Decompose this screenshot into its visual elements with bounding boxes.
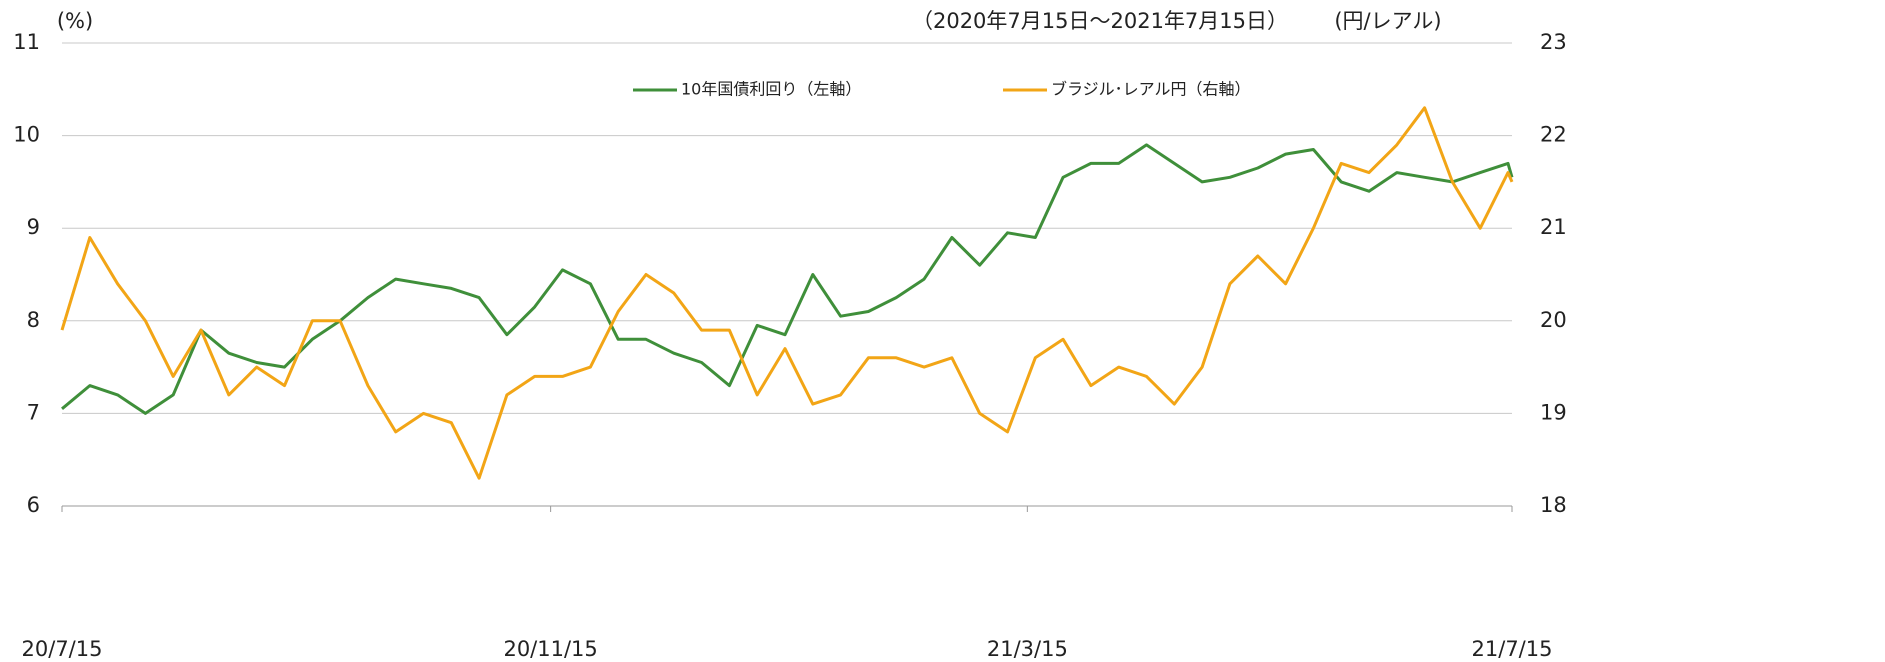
- y-tick-label: 6: [27, 493, 40, 517]
- legend-text: 10年国債利回り（左軸）: [681, 80, 861, 99]
- y-tick-label: 8: [27, 308, 40, 332]
- y2-tick-label: 21: [1540, 215, 1567, 239]
- y2-tick-label: 23: [1540, 30, 1567, 54]
- series-line: [60, 106, 1514, 480]
- x-tick-label: 20/7/15: [22, 637, 103, 661]
- y-axis-label: (%): [57, 9, 93, 33]
- y2-tick-label: 18: [1540, 493, 1567, 517]
- y2-tick-label: 22: [1540, 123, 1567, 147]
- legend-text: ブラジル･レアル円（右軸）: [1051, 80, 1251, 99]
- series-line: [61, 143, 1514, 415]
- y-tick-label: 9: [27, 215, 40, 239]
- y-tick-label: 11: [13, 30, 40, 54]
- y-tick-label: 10: [13, 123, 40, 147]
- y-tick-label: 7: [27, 400, 40, 424]
- subtitle: （2020年7月15日～2021年7月15日）: [912, 9, 1288, 33]
- x-tick-label: 21/7/15: [1472, 637, 1553, 661]
- y2-tick-label: 20: [1540, 308, 1567, 332]
- y2-axis-label: (円/レアル): [1334, 9, 1441, 33]
- y2-tick-label: 19: [1540, 400, 1567, 424]
- x-tick-label: 21/3/15: [987, 637, 1068, 661]
- x-tick-label: 20/11/15: [503, 637, 597, 661]
